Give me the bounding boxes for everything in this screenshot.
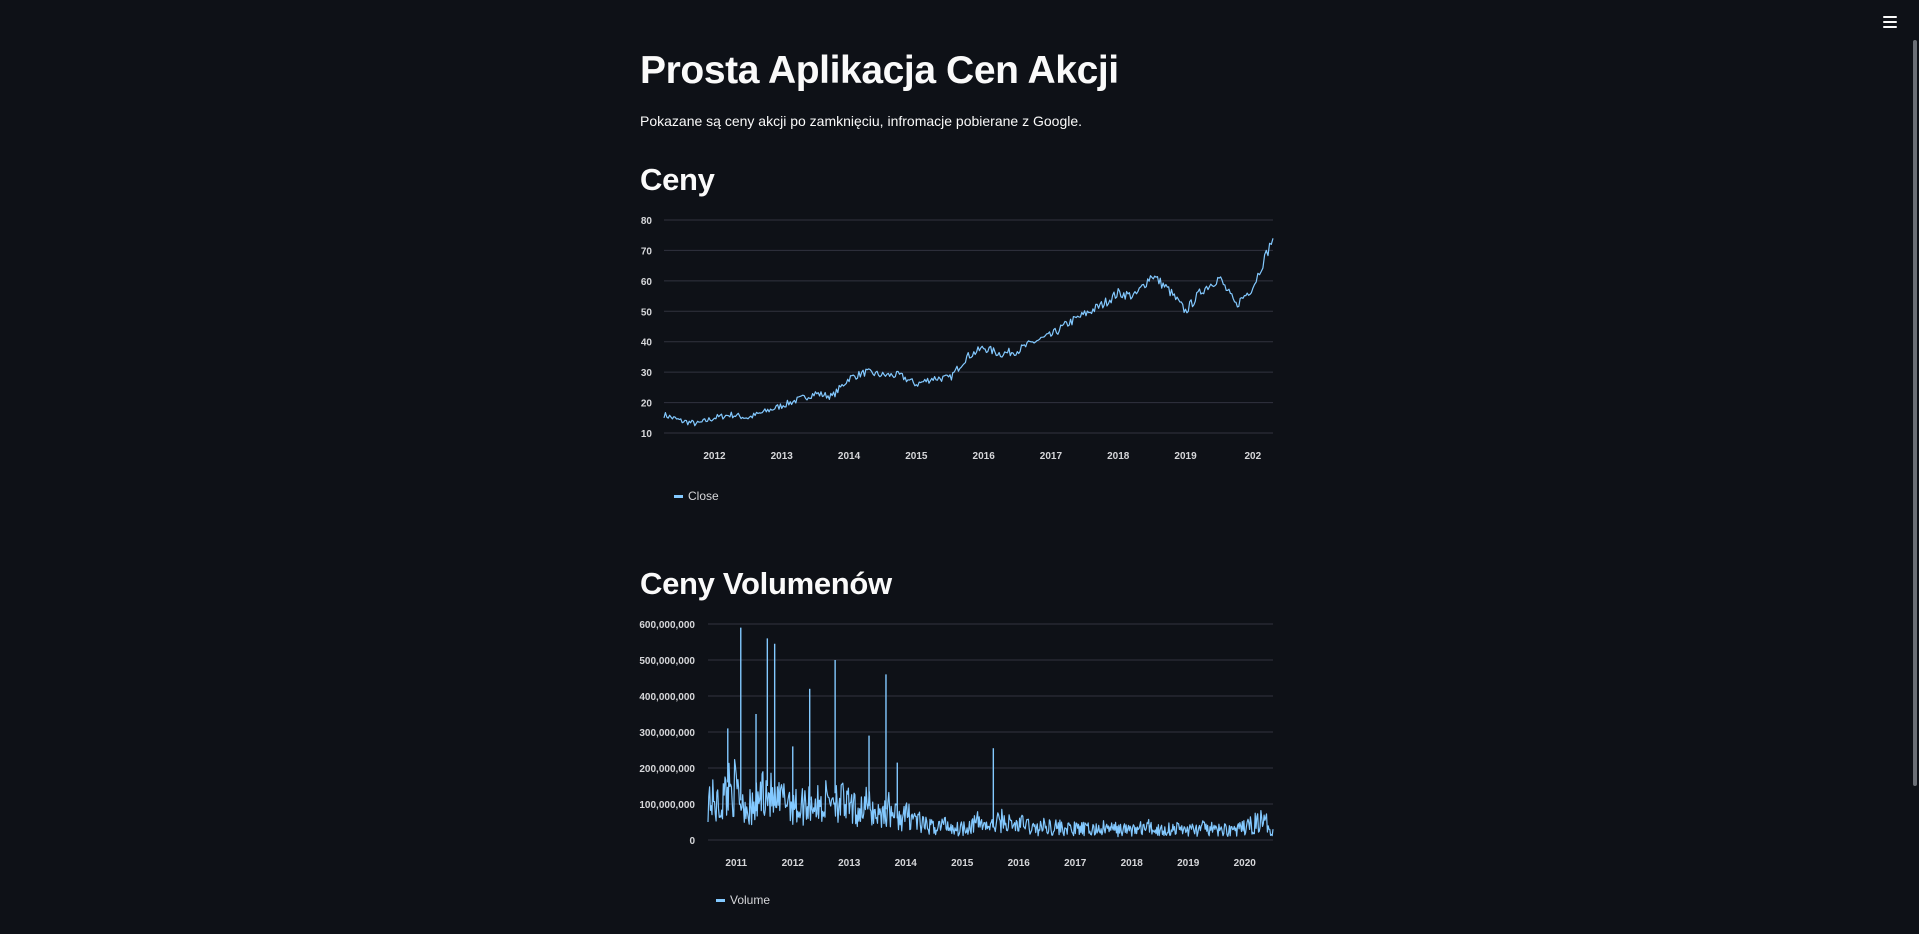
page-scrollbar[interactable] <box>1905 0 1919 934</box>
y-tick-label: 500,000,000 <box>639 656 695 667</box>
x-tick-label: 2016 <box>1008 858 1031 869</box>
legend-swatch <box>674 495 683 498</box>
y-tick-label: 70 <box>641 246 653 257</box>
chart-legend[interactable]: Volume <box>716 893 770 907</box>
x-tick-label: 2017 <box>1040 451 1063 462</box>
x-tick-label: 2014 <box>895 858 918 869</box>
y-tick-label: 400,000,000 <box>639 692 695 703</box>
x-tick-label: 2013 <box>838 858 861 869</box>
y-tick-label: 100,000,000 <box>639 800 695 811</box>
y-tick-label: 60 <box>641 277 653 288</box>
x-tick-label: 2011 <box>725 858 747 869</box>
legend-label: Volume <box>730 893 770 907</box>
y-tick-label: 20 <box>641 399 653 410</box>
y-tick-label: 200,000,000 <box>639 764 695 775</box>
x-tick-label: 2016 <box>973 451 996 462</box>
price-line-chart[interactable]: 10 20 30 40 50 60 70 80 2012 2013 2014 2015 2016 2017… <box>640 208 1280 518</box>
legend-label: Close <box>688 489 719 503</box>
y-tick-label: 0 <box>689 836 695 847</box>
series-line-close[interactable] <box>663 238 1274 427</box>
x-tick-label: 2013 <box>771 451 794 462</box>
section-title-prices: Ceny <box>640 162 715 197</box>
x-tick-label: 2015 <box>951 858 974 869</box>
x-tick-label: 2017 <box>1064 858 1087 869</box>
y-tick-label: 10 <box>641 429 653 440</box>
x-tick-label: 2018 <box>1121 858 1144 869</box>
x-tick-label: 202 <box>1244 451 1261 462</box>
x-tick-label: 2019 <box>1174 451 1197 462</box>
x-tick-label: 2018 <box>1107 451 1130 462</box>
chart-legend[interactable]: Close <box>674 489 719 503</box>
y-tick-label: 50 <box>641 307 653 318</box>
y-tick-label: 30 <box>641 368 653 379</box>
series-line-volume[interactable] <box>707 759 1274 838</box>
y-tick-label: 80 <box>641 216 653 227</box>
x-tick-label: 2014 <box>838 451 861 462</box>
x-tick-label: 2020 <box>1234 858 1257 869</box>
volume-line-chart[interactable]: 0 100,000,000 200,000,000 300,000,000 400,00… <box>639 612 1280 924</box>
scrollbar-thumb[interactable] <box>1913 40 1917 786</box>
page-title: Prosta Aplikacja Cen Akcji <box>640 49 1119 92</box>
y-tick-label: 300,000,000 <box>639 728 695 739</box>
y-tick-label: 600,000,000 <box>639 620 695 631</box>
x-tick-label: 2019 <box>1177 858 1200 869</box>
y-tick-label: 40 <box>641 338 653 349</box>
page-subtitle: Pokazane są ceny akcji po zamknięciu, in… <box>640 113 1083 129</box>
hamburger-menu-icon[interactable] <box>1879 12 1901 32</box>
section-title-volume: Ceny Volumenów <box>640 566 892 601</box>
x-tick-label: 2015 <box>905 451 928 462</box>
x-tick-label: 2012 <box>703 451 726 462</box>
legend-swatch <box>716 899 725 902</box>
x-tick-label: 2012 <box>782 858 805 869</box>
